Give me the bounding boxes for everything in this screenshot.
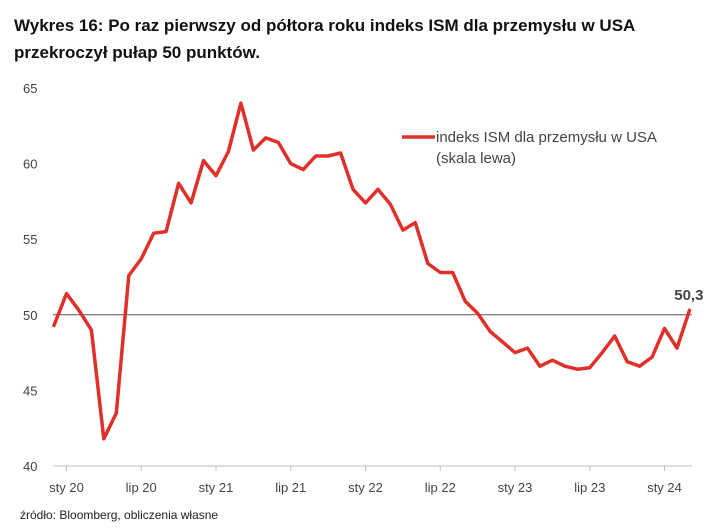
y-tick-label: 40 <box>23 459 37 474</box>
data-point <box>439 271 442 274</box>
x-tick-label: lip 22 <box>425 480 456 495</box>
data-point <box>401 229 404 232</box>
data-point <box>638 365 641 368</box>
data-point <box>588 366 591 369</box>
x-tick-label: sty 21 <box>199 480 234 495</box>
data-point <box>277 141 280 144</box>
data-point <box>339 152 342 155</box>
data-point <box>464 300 467 303</box>
x-tick-label: sty 23 <box>498 480 533 495</box>
data-point <box>688 309 691 312</box>
source-note: źródło: Bloomberg, obliczenia własne <box>20 508 219 522</box>
chart-plot: 40 45 50 55 60 65 sty 20 lip 20 sty 21 lip 21 sty … <box>23 81 703 495</box>
data-point <box>476 312 479 315</box>
data-point <box>90 328 93 331</box>
data-point <box>102 437 105 440</box>
legend-label: indeks ISM dla przemysłu w USA <box>436 129 657 146</box>
data-point <box>115 412 118 415</box>
data-point <box>190 201 193 204</box>
data-point <box>314 155 317 158</box>
legend-sublabel: (skala lewa) <box>436 150 516 167</box>
x-tick-label: sty 22 <box>348 480 383 495</box>
data-point <box>526 347 529 350</box>
data-point <box>239 102 242 105</box>
data-point <box>489 330 492 333</box>
x-tick-label: sty 20 <box>49 480 84 495</box>
data-point <box>252 148 255 151</box>
x-tick-label: sty 24 <box>647 480 682 495</box>
data-point <box>626 360 629 363</box>
data-point <box>140 257 143 260</box>
data-point <box>53 324 56 327</box>
data-point <box>214 174 217 177</box>
x-tick-label: lip 20 <box>126 480 157 495</box>
series-line-ism <box>52 101 692 441</box>
data-point <box>676 347 679 350</box>
x-tick-label: lip 21 <box>275 480 306 495</box>
data-point <box>551 359 554 362</box>
data-point <box>202 159 205 162</box>
data-point <box>451 271 454 274</box>
data-point <box>302 168 305 171</box>
last-value-callout: 50,3 <box>674 287 703 304</box>
data-point <box>376 188 379 191</box>
data-point <box>227 150 230 153</box>
data-point <box>563 365 566 368</box>
data-point <box>538 365 541 368</box>
y-tick-label: 45 <box>23 383 37 398</box>
y-tick-label: 50 <box>23 308 37 323</box>
data-point <box>264 136 267 139</box>
data-point <box>327 155 330 158</box>
y-tick-label: 55 <box>23 232 37 247</box>
data-point <box>613 334 616 337</box>
data-point <box>152 232 155 235</box>
y-tick-label: 60 <box>23 157 37 172</box>
data-point <box>389 203 392 206</box>
data-point <box>289 162 292 165</box>
data-point <box>364 201 367 204</box>
data-point <box>414 221 417 224</box>
chart-title: Wykres 16: Po raz pierwszy od półtora ro… <box>14 16 635 62</box>
data-point <box>576 368 579 371</box>
data-point <box>65 292 68 295</box>
data-point <box>77 309 80 312</box>
data-point <box>426 262 429 265</box>
y-tick-label: 65 <box>23 81 37 96</box>
data-point <box>663 327 666 330</box>
data-point <box>651 356 654 359</box>
x-tick-label: lip 23 <box>574 480 605 495</box>
data-point <box>165 230 168 233</box>
data-point <box>514 351 517 354</box>
data-point <box>177 182 180 185</box>
data-point <box>501 341 504 344</box>
data-point <box>352 188 355 191</box>
data-point <box>601 351 604 354</box>
data-point <box>127 274 130 277</box>
